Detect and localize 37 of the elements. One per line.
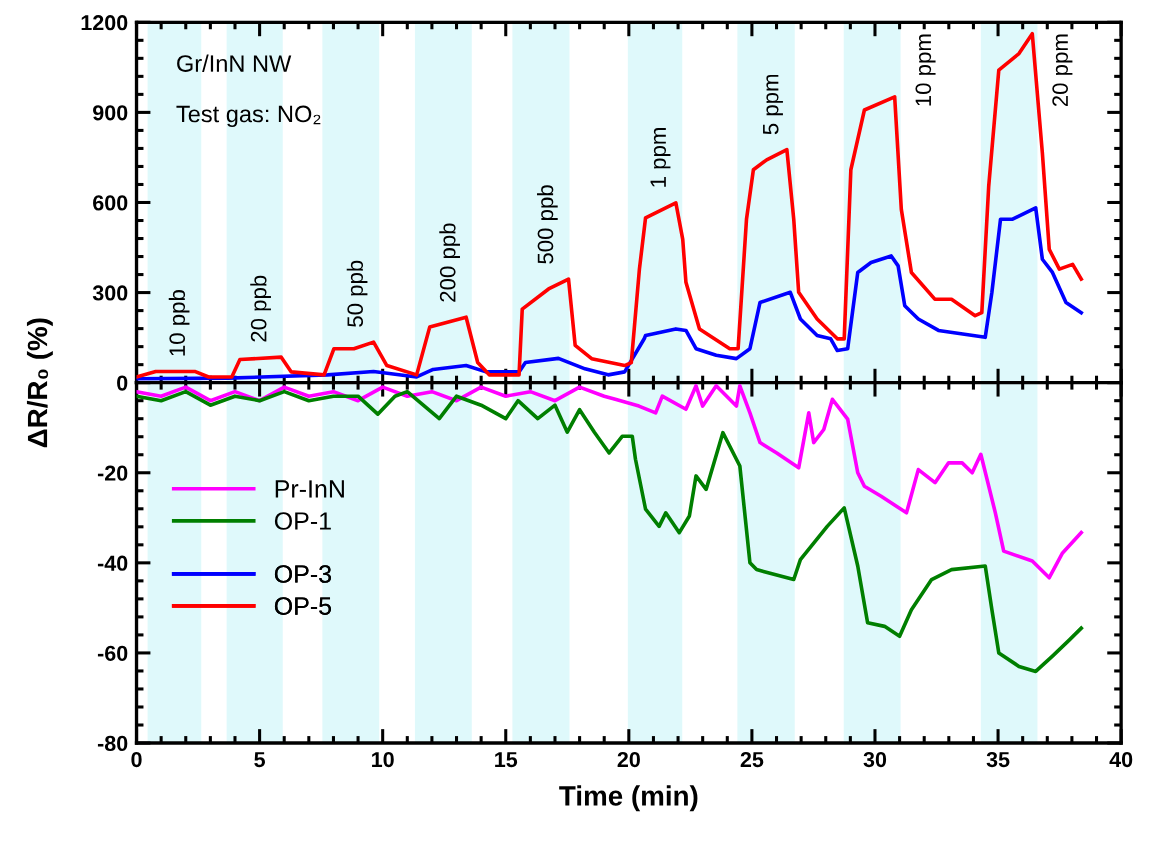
- x-tick-label: 35: [986, 751, 1010, 768]
- band-label: 200 ppb: [439, 223, 460, 302]
- line-series: [136, 389, 1084, 674]
- x-tick-label: 25: [740, 751, 764, 768]
- legend-label: OP-3: [274, 565, 331, 583]
- band-label: 1 ppm: [650, 128, 671, 187]
- band-label: 500 ppb: [537, 185, 558, 264]
- y-tick-label: 900: [93, 105, 128, 121]
- band-label: 20 ppb: [250, 275, 271, 342]
- x-tick-label: 30: [863, 751, 887, 768]
- legend-label: OP-5: [274, 597, 332, 615]
- x-tick-label: 15: [495, 752, 518, 768]
- x-tick-label: 40: [1109, 751, 1133, 768]
- y-tick-label: -40: [97, 555, 128, 571]
- y-tick-label: -80: [97, 735, 128, 752]
- band-label: 5 ppm: [763, 74, 783, 135]
- band-label: 50 ppb: [346, 260, 368, 327]
- y-tick-label: 1200: [81, 15, 128, 31]
- x-tick-label: 0: [131, 751, 142, 768]
- y-tick-label: 0: [117, 375, 128, 391]
- legend-label: OP-1: [274, 512, 331, 530]
- band-label: 10 ppm: [915, 34, 936, 106]
- x-tick-label: 5: [254, 752, 265, 768]
- annotation: Gr/InN NW: [177, 54, 292, 72]
- y-tick-label: 600: [93, 195, 128, 211]
- y-tick-label: -20: [97, 465, 128, 481]
- x-tick-label: 10: [372, 751, 394, 768]
- legend-label: Pr-InN: [275, 480, 344, 498]
- band-label: 20 ppm: [1052, 34, 1073, 107]
- annotation: Test gas: NO₂: [176, 105, 321, 128]
- band-label: 10 ppb: [168, 290, 190, 356]
- y-tick-label: 300: [92, 285, 128, 301]
- x-tick-label: 20: [617, 751, 640, 768]
- y-axis-title: ΔR/R₀ (%): [26, 318, 53, 448]
- x-axis-title: Time (min): [559, 785, 698, 812]
- y-tick-label: -60: [97, 645, 128, 661]
- line-series: [136, 31, 1084, 379]
